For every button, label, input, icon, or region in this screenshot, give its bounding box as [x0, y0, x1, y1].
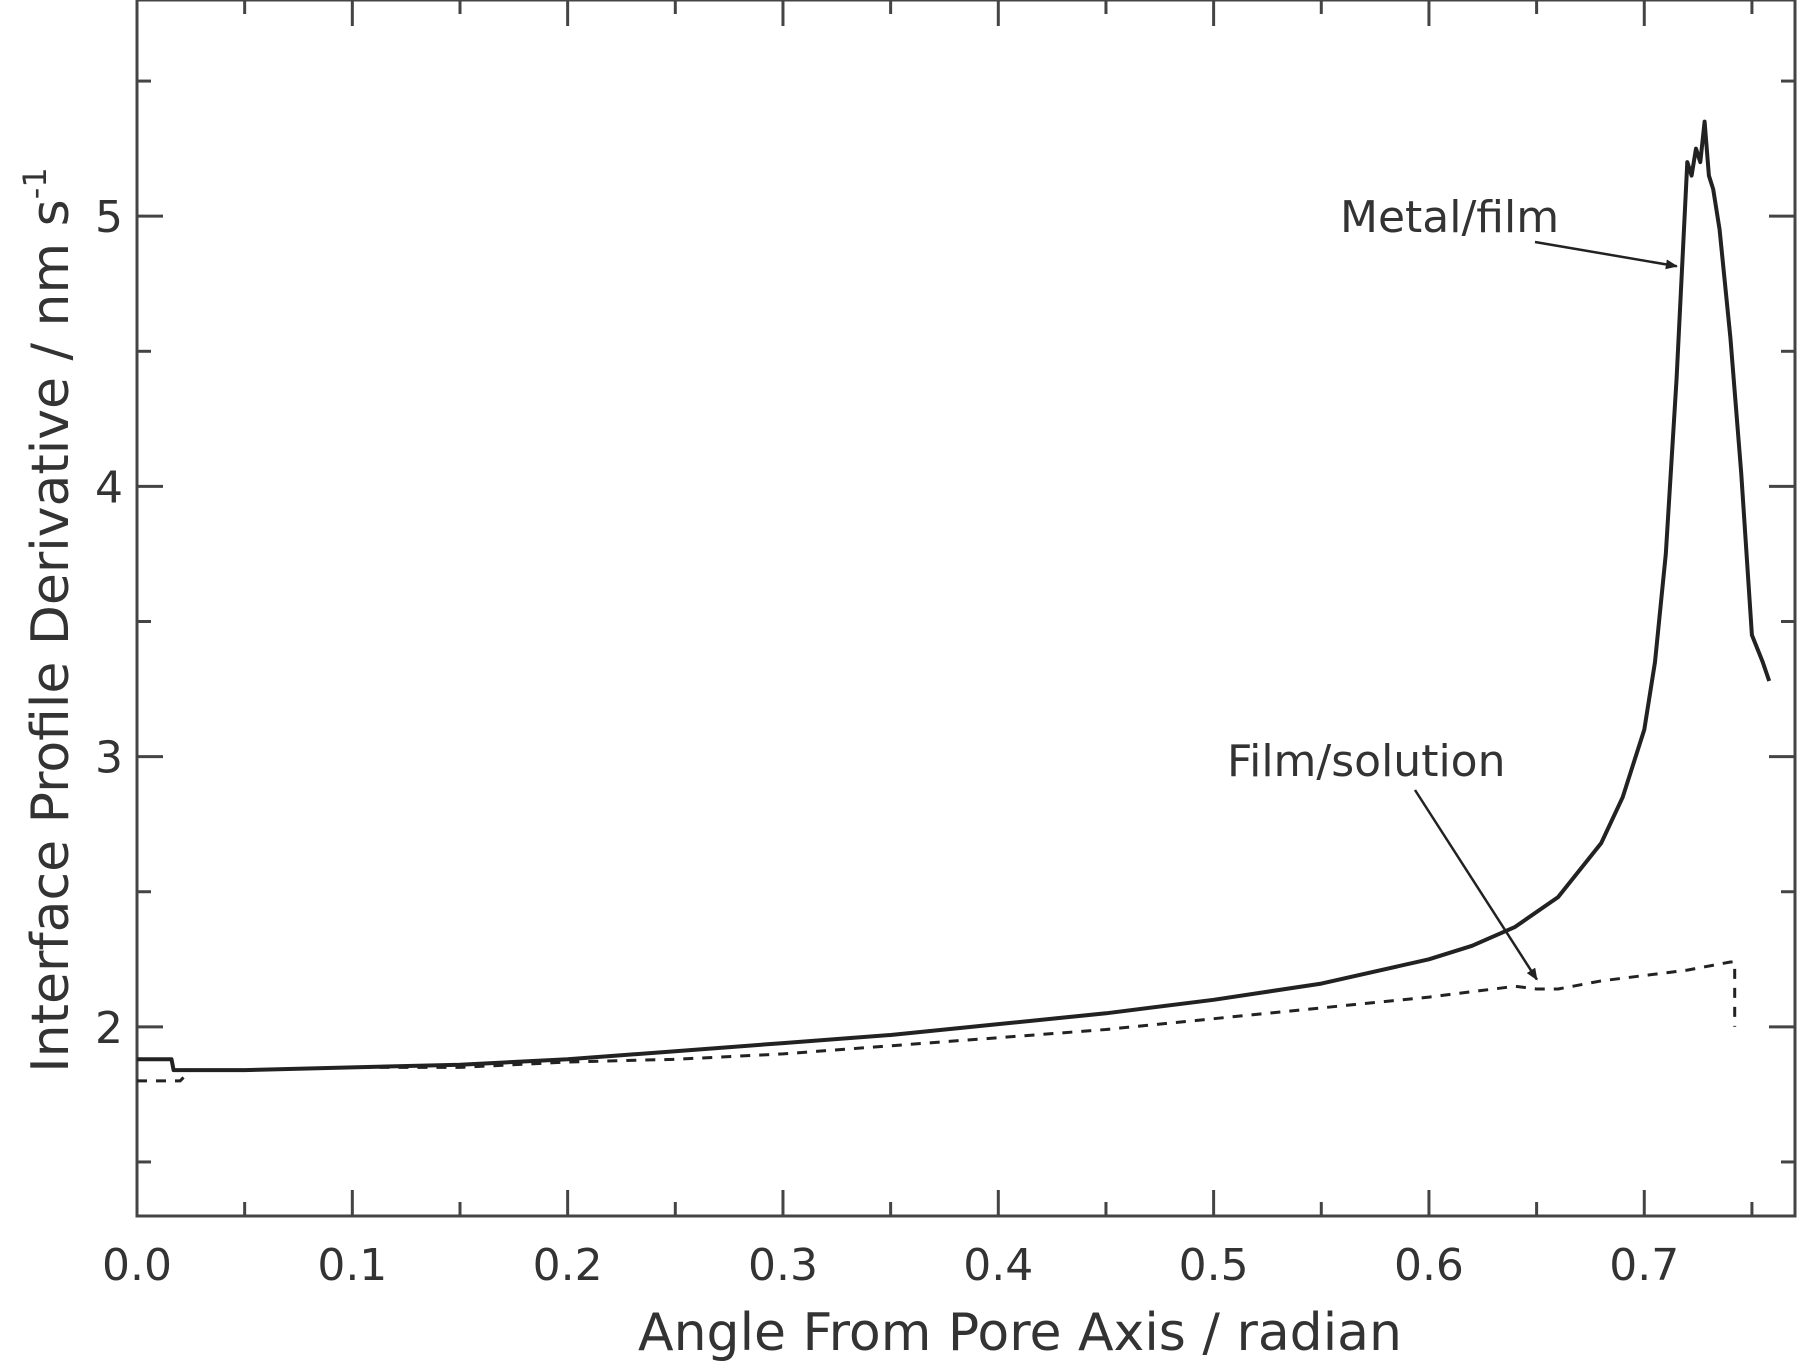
y-axis-label-superscript: -1 — [16, 167, 54, 199]
annotation-label: Metal/film — [1340, 192, 1559, 243]
x-tick-label: 0.4 — [963, 1240, 1033, 1291]
annotation-label: Film/solution — [1227, 736, 1505, 787]
y-tick-label: 3 — [95, 733, 123, 784]
series-line-film-solution — [137, 960, 1737, 1083]
annotation-arrow — [1534, 240, 1678, 270]
annotation-layer: Metal/film Film/solution — [1227, 192, 1678, 981]
x-tick-label: 0.7 — [1609, 1240, 1679, 1291]
y-axis-label: Interface Profile Derivative / nm s-1 — [16, 167, 81, 1072]
x-tick-label: 0.1 — [317, 1240, 387, 1291]
series-layer — [137, 119, 1772, 1083]
annotation-arrow — [1413, 789, 1538, 981]
y-tick-label: 5 — [95, 192, 123, 243]
x-tick-label: 0.2 — [533, 1240, 603, 1291]
x-tick-label: 0.0 — [102, 1240, 172, 1291]
x-tick-label: 0.5 — [1179, 1240, 1249, 1291]
x-tick-label: 0.6 — [1394, 1240, 1464, 1291]
x-tick-label: 0.3 — [748, 1240, 818, 1291]
y-axis-label-main: Interface Profile Derivative / nm s — [21, 199, 81, 1072]
y-tick-label: 2 — [95, 1003, 123, 1054]
y-tick-label: 4 — [95, 462, 123, 513]
plot-area — [135, 0, 1797, 1218]
x-axis-ticks: 0.0 0.1 0.2 0.3 0.4 0.5 0.6 0.7 — [102, 0, 1754, 1291]
y-axis-ticks: 2 3 4 5 — [95, 79, 1795, 1164]
x-axis-label: Angle From Pore Axis / radian — [638, 1303, 1402, 1363]
